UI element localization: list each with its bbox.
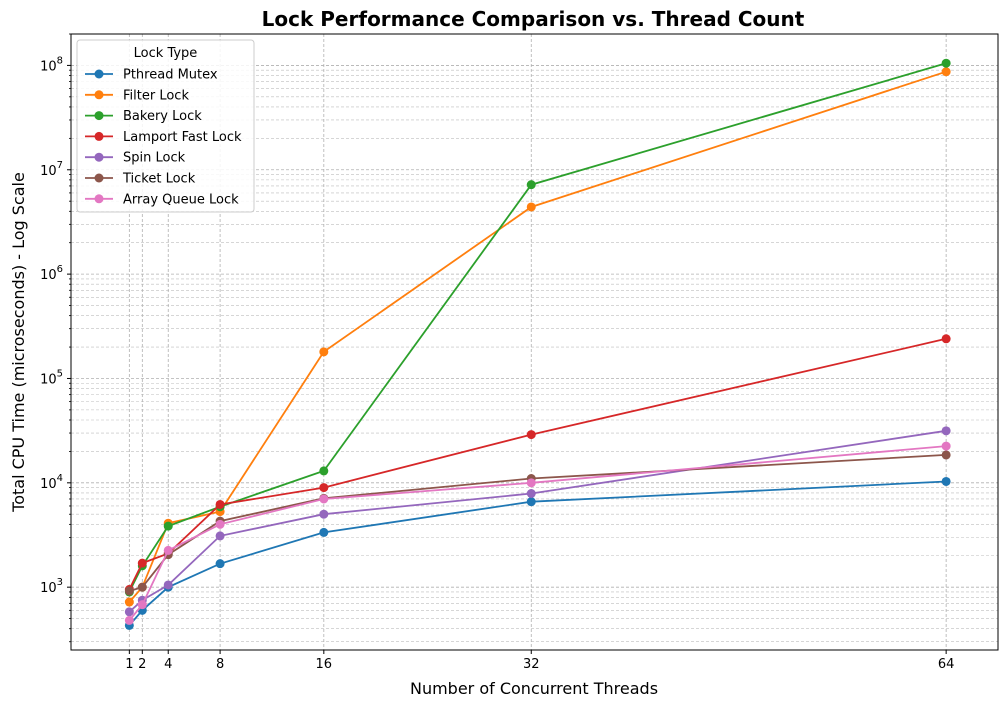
plot-frame [70, 33, 999, 651]
series-array-queue-lock [124, 441, 951, 625]
y-tick-label: 108 [40, 55, 63, 74]
data-point [137, 558, 147, 568]
data-point [124, 597, 134, 607]
data-point [941, 58, 951, 68]
data-point [215, 559, 225, 569]
data-point [526, 202, 536, 212]
x-tick-label: 2 [138, 657, 146, 672]
legend-swatch-marker [94, 90, 104, 100]
legend-item: Bakery Lock [85, 109, 202, 124]
x-tick-label: 4 [164, 657, 172, 672]
data-point [319, 466, 329, 476]
data-point [941, 67, 951, 77]
data-point [124, 615, 134, 625]
series-layer [124, 58, 951, 630]
data-point [163, 521, 173, 531]
data-point [941, 450, 951, 460]
legend-swatch-marker [94, 131, 104, 141]
legend-title: Lock Type [134, 46, 198, 61]
series-line [128, 445, 947, 621]
x-tick-label: 16 [316, 657, 333, 672]
legend-swatch-marker [94, 152, 104, 162]
y-tick-label: 106 [40, 264, 63, 283]
y-axis-label: Total CPU Time (microseconds) - Log Scal… [9, 172, 28, 513]
data-point [526, 497, 536, 507]
chart-title: Lock Performance Comparison vs. Thread C… [262, 7, 805, 31]
data-point [941, 476, 951, 486]
data-point [526, 489, 536, 499]
data-point [163, 580, 173, 590]
data-point [319, 347, 329, 357]
legend: Lock Type Pthread Mutex Filter Lock Bakery … [76, 39, 255, 213]
series-line [128, 429, 947, 613]
data-point [137, 600, 147, 610]
data-point [526, 478, 536, 488]
legend-swatch-marker [94, 173, 104, 183]
data-point [137, 582, 147, 592]
y-tick-label: 104 [40, 473, 63, 492]
legend-item: Filter Lock [85, 88, 189, 103]
data-point [941, 441, 951, 451]
legend-label: Spin Lock [123, 151, 186, 166]
legend-label: Lamport Fast Lock [123, 130, 242, 145]
data-point [319, 483, 329, 493]
legend-label: Bakery Lock [123, 109, 202, 124]
data-point [215, 519, 225, 529]
data-point [163, 545, 173, 555]
legend-item: Pthread Mutex [85, 68, 218, 83]
legend-item: Lamport Fast Lock [85, 130, 242, 145]
data-point [124, 586, 134, 596]
legend-item: Spin Lock [85, 151, 186, 166]
series-lamport-fast-lock [124, 334, 951, 594]
data-point [526, 430, 536, 440]
series-line [129, 454, 947, 592]
data-point [215, 499, 225, 509]
legend-swatch-marker [94, 69, 104, 79]
data-point [319, 509, 329, 519]
data-point [526, 180, 536, 190]
x-tick-label: 8 [216, 657, 224, 672]
x-tick-label: 32 [523, 657, 540, 672]
legend-swatch-marker [94, 111, 104, 121]
data-point [319, 494, 329, 504]
legend-box [76, 39, 255, 213]
legend-swatch-marker [94, 194, 104, 204]
series-ticket-lock [124, 450, 951, 596]
y-tick-label: 107 [40, 160, 63, 179]
legend-item: Ticket Lock [85, 172, 196, 187]
x-tick-label: 64 [938, 657, 955, 672]
data-point [215, 531, 225, 541]
data-point [319, 527, 329, 537]
series-spin-lock [124, 426, 951, 617]
x-tick-label: 1 [125, 657, 133, 672]
tick-layer: 103 104 105 106 107 108 1 2 4 8 16 32 64 [40, 33, 955, 672]
grid-layer [71, 33, 998, 650]
y-tick-label: 105 [40, 368, 63, 387]
data-point [941, 334, 951, 344]
legend-label: Filter Lock [123, 88, 189, 103]
data-point [124, 607, 134, 617]
y-tick-label: 103 [40, 577, 63, 596]
legend-item: Array Queue Lock [85, 192, 239, 207]
legend-label: Pthread Mutex [123, 68, 218, 83]
legend-label: Ticket Lock [122, 172, 196, 187]
legend-label: Array Queue Lock [123, 192, 239, 207]
x-axis-label: Number of Concurrent Threads [410, 679, 658, 698]
series-line [128, 480, 947, 626]
data-point [941, 426, 951, 436]
